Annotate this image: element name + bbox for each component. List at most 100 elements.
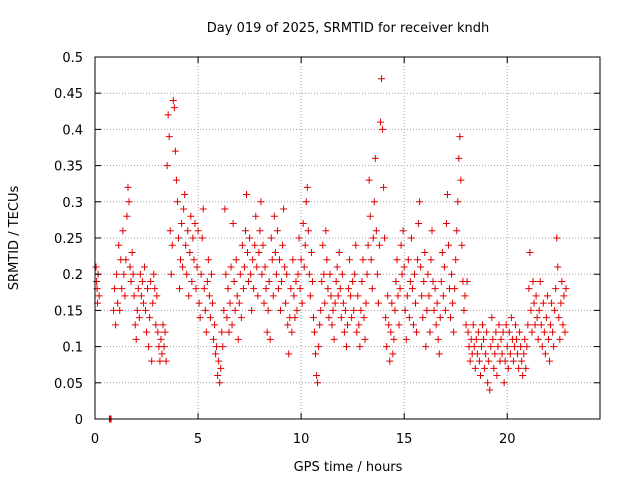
data-point — [514, 350, 522, 358]
data-point — [385, 321, 393, 329]
data-point — [542, 314, 550, 322]
data-point — [517, 343, 525, 351]
data-point — [264, 306, 272, 314]
data-point — [190, 256, 198, 264]
data-point — [217, 364, 225, 372]
data-point — [351, 270, 359, 278]
data-point — [410, 270, 418, 278]
data-point — [133, 306, 141, 314]
data-point — [165, 133, 173, 141]
data-point — [326, 270, 334, 278]
data-point — [223, 314, 231, 322]
data-point — [147, 277, 155, 285]
data-point — [241, 227, 249, 235]
data-point — [476, 372, 484, 380]
data-point — [243, 191, 250, 199]
data-point — [507, 314, 515, 322]
data-point — [312, 350, 320, 358]
data-point — [235, 299, 243, 307]
data-point — [393, 256, 401, 264]
data-point — [168, 241, 176, 249]
data-point — [151, 285, 159, 293]
data-point — [399, 227, 407, 235]
data-point — [211, 321, 219, 329]
data-point — [299, 220, 307, 228]
data-point — [179, 263, 187, 271]
data-point — [272, 270, 280, 278]
data-point — [423, 306, 431, 314]
data-point — [369, 234, 377, 242]
data-point — [469, 321, 477, 329]
data-point — [118, 285, 126, 293]
data-point — [391, 306, 399, 314]
data-point — [230, 277, 238, 285]
data-point — [281, 263, 289, 271]
data-point — [195, 299, 203, 307]
data-point — [218, 328, 226, 336]
data-point — [334, 292, 342, 300]
data-point — [488, 314, 496, 322]
data-points — [92, 75, 570, 423]
data-point — [238, 241, 246, 249]
data-point — [313, 372, 321, 380]
data-point — [443, 191, 451, 199]
data-point — [177, 256, 185, 264]
data-point — [220, 306, 228, 314]
data-point — [288, 328, 296, 336]
data-point — [237, 314, 245, 322]
data-point — [386, 357, 394, 365]
data-point — [257, 198, 265, 206]
data-point — [464, 328, 472, 336]
data-point — [366, 212, 374, 220]
data-point — [221, 205, 229, 213]
data-point — [457, 176, 465, 184]
data-point — [283, 270, 291, 278]
data-point — [164, 111, 172, 119]
data-point — [551, 306, 559, 314]
data-point — [355, 321, 363, 329]
data-point — [212, 350, 220, 358]
data-point — [502, 321, 510, 329]
data-point — [414, 256, 422, 264]
data-point — [181, 191, 189, 199]
data-point — [202, 328, 210, 336]
data-point — [397, 241, 405, 249]
data-point — [112, 321, 120, 329]
data-point — [180, 205, 188, 213]
data-point — [417, 263, 425, 271]
data-point — [524, 321, 532, 329]
data-point — [93, 277, 101, 285]
data-point — [489, 335, 497, 343]
data-point — [331, 299, 339, 307]
data-point — [201, 306, 209, 314]
data-point — [442, 220, 450, 228]
data-point — [484, 379, 492, 387]
y-tick-label: 0.25 — [54, 232, 83, 247]
data-point — [358, 277, 366, 285]
data-point — [316, 321, 324, 329]
y-tick-label: 0.35 — [54, 160, 83, 175]
data-point — [350, 306, 358, 314]
data-point — [447, 314, 455, 322]
data-point — [204, 256, 212, 264]
data-point — [227, 263, 235, 271]
data-point — [193, 263, 201, 271]
data-point — [110, 306, 118, 314]
x-tick-label: 5 — [194, 432, 202, 447]
data-point — [298, 299, 306, 307]
data-point — [525, 285, 533, 293]
data-point — [95, 292, 103, 300]
data-point — [513, 335, 521, 343]
data-point — [515, 364, 523, 372]
y-axis-title: SRMTID / TECUs — [7, 186, 22, 291]
data-point — [296, 285, 304, 293]
data-point — [222, 270, 230, 278]
data-point — [554, 263, 562, 271]
data-point — [436, 314, 444, 322]
data-point — [169, 96, 177, 104]
data-point — [526, 248, 534, 256]
data-point — [501, 357, 509, 365]
data-point — [522, 364, 530, 372]
data-point — [156, 357, 164, 365]
data-point — [198, 234, 206, 242]
